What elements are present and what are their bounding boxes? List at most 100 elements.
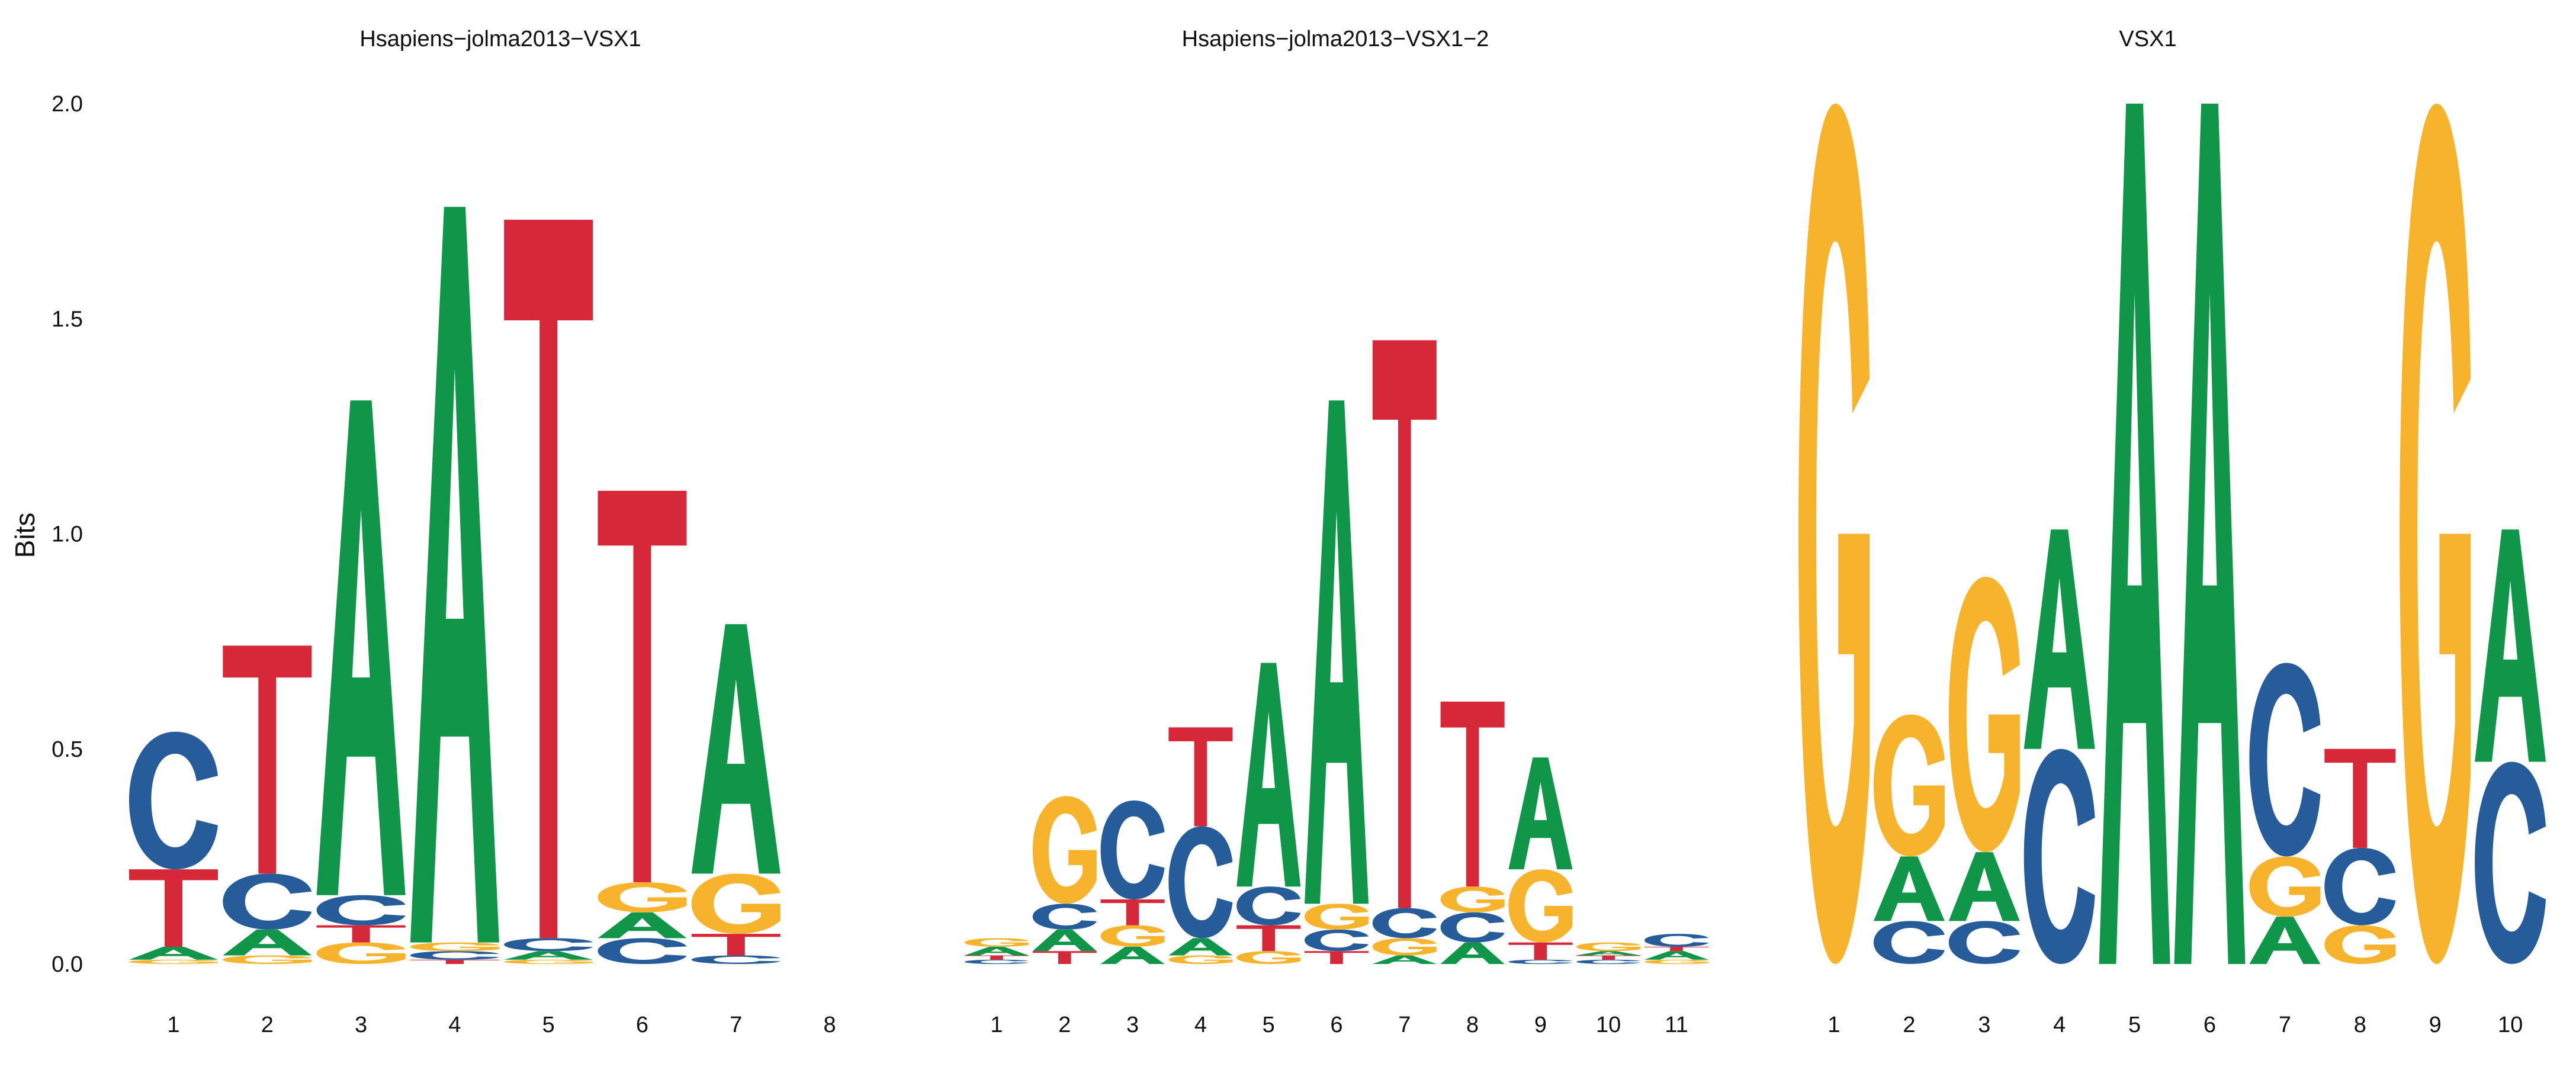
logo-letter-T	[598, 490, 687, 882]
logo-letter-C	[1948, 921, 2020, 964]
logo-letter-A	[316, 400, 406, 895]
logo-letter-T	[223, 645, 312, 874]
logo-letter-G	[965, 938, 1029, 947]
logo-letter-T	[1100, 899, 1165, 925]
logo-letter-G	[1032, 796, 1097, 904]
y-tick-label: 0.5	[52, 737, 83, 762]
logo-letter-T	[691, 934, 780, 956]
logo-letter-T	[1508, 942, 1573, 960]
x-tick-label: 5	[1263, 1013, 1275, 1037]
y-axis-ticks: 0.0 0.5 1.0 1.5 2.0	[52, 92, 83, 977]
logo-letter-T	[1032, 951, 1097, 964]
logo-letter-C	[410, 951, 499, 960]
logo-letter-A	[1032, 929, 1097, 952]
x-tick-label: 7	[1398, 1013, 1411, 1037]
logo-letter-C	[1305, 929, 1369, 952]
logo-letter-A	[1948, 852, 2020, 921]
logo-letter-C	[1440, 912, 1505, 943]
logo-letter-C	[223, 873, 312, 930]
logo-letter-C	[504, 938, 593, 952]
logo-letter-A	[129, 946, 218, 960]
logo-letter-C	[1032, 904, 1097, 930]
logo-letter-C	[316, 895, 406, 925]
logo-letter-G	[1168, 955, 1233, 964]
logo-letter-T	[1576, 955, 1641, 960]
logo-letter-A	[1305, 400, 1369, 904]
x-tick-label: 3	[1126, 1013, 1139, 1037]
logo-letter-A	[2475, 529, 2546, 762]
logo-letter-A	[2249, 917, 2321, 964]
logo-letter-G	[691, 873, 780, 934]
y-tick-label: 1.5	[52, 307, 83, 332]
logo-letter-T	[1168, 727, 1233, 827]
logo-letter-A	[223, 929, 312, 956]
x-tick-label: 4	[2053, 1013, 2066, 1037]
logo-letter-G	[1873, 714, 1945, 857]
logo-letter-T	[1372, 340, 1437, 908]
logo-letter-C	[598, 938, 687, 964]
x-tick-label: 8	[1466, 1013, 1479, 1037]
logo-panels: Hsapiens−jolma2013−VSX1 1 2 3 4 5 6 7 8 Hsapiens−…	[129, 27, 2546, 1037]
x-tick-label: 7	[2279, 1013, 2291, 1037]
logo-panel: Hsapiens−jolma2013−VSX1 1 2 3 4 5 6 7 8	[129, 27, 836, 1037]
y-axis: Bits 0.0 0.5 1.0 1.5 2.0	[9, 92, 83, 977]
logo-letter-A	[2023, 529, 2095, 749]
logo-letter-C	[2023, 748, 2095, 964]
logo-letter-T	[316, 925, 406, 943]
logo-letter-A	[504, 951, 593, 960]
logo-letter-G	[1100, 925, 1165, 947]
logo-letter-C	[965, 959, 1029, 964]
x-tick-label: 2	[261, 1013, 274, 1037]
logo-letter-G	[1798, 104, 1870, 964]
logo-letter-T	[1305, 951, 1369, 964]
logo-letter-A	[691, 624, 780, 874]
logo-letter-A	[1508, 757, 1573, 870]
x-tick-label: 9	[1534, 1013, 1547, 1037]
logo-letter-T	[1644, 946, 1708, 952]
logo-letter-T	[504, 220, 593, 939]
x-tick-label: 10	[2498, 1013, 2523, 1037]
logo-letter-T	[410, 959, 499, 964]
x-tick-label: 8	[824, 1013, 836, 1037]
logo-letter-G	[1305, 904, 1369, 930]
x-tick-label: 6	[2204, 1013, 2216, 1037]
logo-letter-T	[129, 869, 218, 947]
logo-letter-A	[1372, 955, 1437, 964]
logo-letter-G	[129, 959, 218, 964]
panel-title: Hsapiens−jolma2013−VSX1−2	[1182, 27, 1489, 52]
x-tick-label: 5	[2128, 1013, 2141, 1037]
logo-letter-C	[1100, 800, 1165, 900]
logo-letter-C	[129, 731, 218, 870]
x-tick-label: 10	[1596, 1013, 1621, 1037]
panel-title: Hsapiens−jolma2013−VSX1	[359, 27, 641, 52]
logo-letter-C	[1236, 886, 1301, 925]
y-tick-label: 2.0	[52, 92, 83, 117]
x-tick-label: 2	[1058, 1013, 1071, 1037]
y-axis-label: Bits	[9, 513, 40, 558]
logo-letter-C	[2249, 663, 2321, 857]
logo-letter-A	[1100, 946, 1165, 964]
x-tick-label: 1	[167, 1013, 179, 1037]
logo-letter-G	[1508, 869, 1573, 943]
logo-letter-C	[691, 955, 780, 964]
logo-letter-A	[410, 207, 499, 943]
logo-letter-C	[1576, 959, 1641, 964]
logo-letter-G	[598, 882, 687, 912]
x-tick-label: 1	[1827, 1013, 1840, 1037]
x-tick-label: 4	[448, 1013, 461, 1037]
x-tick-label: 8	[2354, 1013, 2366, 1037]
logo-letter-T	[2324, 748, 2396, 848]
logo-letter-A	[1576, 951, 1641, 956]
logo-letter-A	[1168, 938, 1233, 956]
logo-letter-A	[598, 912, 687, 939]
x-tick-label: 3	[355, 1013, 367, 1037]
logo-letter-G	[1372, 938, 1437, 956]
logo-letter-T	[1236, 925, 1301, 952]
logo-letter-C	[1372, 908, 1437, 939]
logo-letter-G	[223, 955, 312, 964]
logo-letter-C	[1644, 934, 1708, 947]
logo-letter-A	[1644, 951, 1708, 960]
logo-letter-G	[1576, 942, 1641, 952]
logo-letter-A	[2099, 104, 2170, 964]
logo-letter-A	[2174, 104, 2246, 964]
